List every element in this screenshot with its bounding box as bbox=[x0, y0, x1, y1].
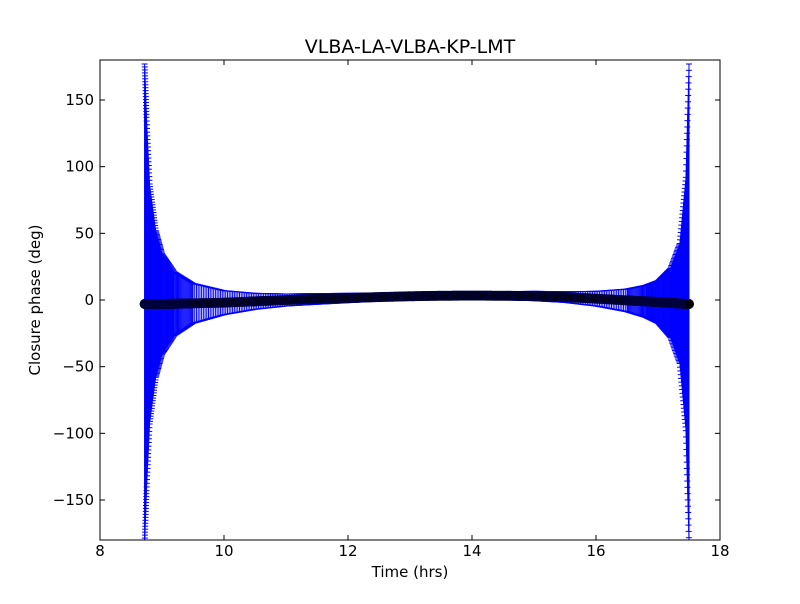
y-tick-label: 100 bbox=[65, 158, 94, 176]
x-tick-label: 12 bbox=[338, 542, 357, 560]
y-tick-label: −50 bbox=[62, 358, 94, 376]
y-tick-label: 50 bbox=[75, 224, 94, 242]
x-tick-label: 10 bbox=[214, 542, 233, 560]
chart-title: VLBA-LA-VLBA-KP-LMT bbox=[305, 36, 516, 58]
y-tick-label: 150 bbox=[65, 91, 94, 109]
series-layer bbox=[139, 63, 694, 540]
x-tick-label: 14 bbox=[462, 542, 481, 560]
y-axis-label: Closure phase (deg) bbox=[26, 225, 44, 376]
x-tick-label: 8 bbox=[95, 542, 105, 560]
x-tick-label: 18 bbox=[710, 542, 729, 560]
tick-layer: 8 10 12 14 16 18 −150 −100 −50 0 50 100 150 bbox=[53, 60, 730, 560]
y-tick-label: −150 bbox=[53, 491, 94, 509]
y-tick-label: 0 bbox=[84, 291, 94, 309]
y-tick-label: −100 bbox=[53, 424, 94, 442]
x-tick-label: 16 bbox=[586, 542, 605, 560]
x-axis-label: Time (hrs) bbox=[371, 563, 449, 581]
plot-frame bbox=[99, 59, 721, 541]
data-point bbox=[684, 299, 694, 309]
